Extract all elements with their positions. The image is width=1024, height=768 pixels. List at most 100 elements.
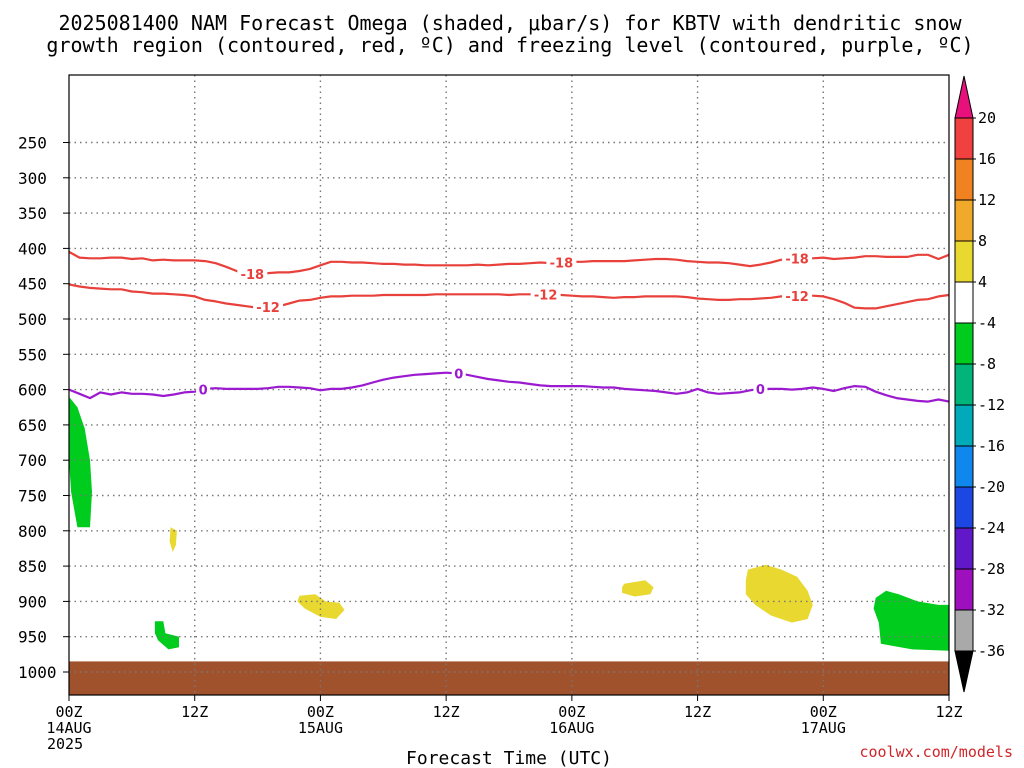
y-tick-label-750: 750 <box>18 487 47 506</box>
colorbar-box-3 <box>954 199 974 242</box>
y-tick-label-650: 650 <box>18 416 47 435</box>
contour-label-bg-7 <box>196 381 211 397</box>
x-tick-label-0-1: 00Z <box>55 703 82 721</box>
colorbar-label-6: -4 <box>978 314 996 332</box>
contour-label-4: -12 <box>256 301 280 316</box>
colorbar-label-1: 20 <box>978 109 996 127</box>
y-tick-label-550: 550 <box>18 345 47 364</box>
colorbar-label-13: -32 <box>978 601 1005 619</box>
contour-label-bg-6 <box>782 288 813 304</box>
colorbar-top-arrow <box>954 75 974 119</box>
y-tick-label-900: 900 <box>18 592 47 611</box>
x-tick-label-0-3: 2025 <box>47 735 83 753</box>
contour-label-bg-5 <box>530 286 561 302</box>
chart-title-line-1: 2025081400 NAM Forecast Omega (shaded, μ… <box>58 11 962 35</box>
contour-label-9: 0 <box>756 383 765 398</box>
x-tick-label-72-1: 00Z <box>810 703 837 721</box>
x-tick-label-84-1: 12Z <box>935 703 962 721</box>
colorbar-box-6 <box>954 322 974 365</box>
colorbar-box-8 <box>954 404 974 447</box>
contour-label-bg-3 <box>782 250 813 266</box>
chart-title-line-2: growth region (contoured, red, ºC) and f… <box>46 33 973 57</box>
contour-line-minus12 <box>68 283 950 310</box>
colorbar-box-7 <box>954 363 974 406</box>
contour-label-bg-8 <box>451 365 466 381</box>
y-tick-label-700: 700 <box>18 451 47 470</box>
omega-colorbar: 20 16 12 8 4 -4 -8 -12 -16 -20 -24 -28 -32 -36 <box>954 75 1005 693</box>
contour-label-bg-1 <box>237 266 268 282</box>
x-tick-label-24-2: 15AUG <box>298 719 343 737</box>
omega-region-3 <box>154 621 179 650</box>
contour-label-8: 0 <box>454 368 463 383</box>
plot-frame <box>68 74 950 696</box>
colorbar-label-7: -8 <box>978 355 996 373</box>
x-tick-label-72-2: 17AUG <box>801 719 846 737</box>
contour-label-6: -12 <box>785 290 809 305</box>
colorbar-box-2 <box>954 158 974 201</box>
y-tick-label-300: 300 <box>18 169 47 188</box>
contour-label-3: -18 <box>785 253 809 268</box>
contour-label-5: -12 <box>534 288 558 303</box>
x-tick-label-36-1: 12Z <box>433 703 460 721</box>
contour-label-2: -18 <box>550 257 574 272</box>
y-tick-label-250: 250 <box>18 134 47 153</box>
colorbar-label-8: -12 <box>978 396 1005 414</box>
contour-line-0 <box>68 371 950 403</box>
y-axis: 250 300 350 400 450 500 550 600 650 700 750 800 850 9… <box>18 134 69 682</box>
y-tick-label-500: 500 <box>18 310 47 329</box>
omega-shading-layer <box>69 396 949 695</box>
x-axis-title: Forecast Time (UTC) <box>406 748 612 768</box>
colorbar-box-13 <box>954 609 974 652</box>
x-tick-label-48-1: 00Z <box>558 703 585 721</box>
omega-region-5 <box>622 580 654 597</box>
colorbar-box-11 <box>954 527 974 570</box>
colorbar-label-3: 12 <box>978 191 996 209</box>
y-tick-label-850: 850 <box>18 557 47 576</box>
x-tick-label-12-1: 12Z <box>181 703 208 721</box>
contour-label-7: 0 <box>199 383 208 398</box>
colorbar-label-14: -36 <box>978 642 1005 660</box>
omega-region-2 <box>169 527 177 552</box>
y-tick-label-950: 950 <box>18 628 47 647</box>
credit-text: coolwx.com/models <box>859 743 1013 761</box>
y-tick-label-400: 400 <box>18 239 47 258</box>
colorbar-box-4 <box>954 240 974 283</box>
contour-label-bg-9 <box>753 380 768 396</box>
colorbar-label-12: -28 <box>978 560 1005 578</box>
colorbar-label-10: -20 <box>978 478 1005 496</box>
contour-label-layer: -18 -18 -18 -12 -12 -12 0 0 0 <box>196 250 813 398</box>
omega-region-6 <box>745 564 813 623</box>
colorbar-label-11: -24 <box>978 519 1005 537</box>
colorbar-label-5: 4 <box>978 273 987 291</box>
surface-shading <box>69 661 949 695</box>
y-tick-label-350: 350 <box>18 204 47 223</box>
x-tick-label-24-1: 00Z <box>307 703 334 721</box>
colorbar-box-12 <box>954 568 974 611</box>
colorbar-box-1 <box>954 117 974 160</box>
contour-layer <box>68 250 950 403</box>
omega-region-1 <box>69 396 92 528</box>
colorbar-label-2: 16 <box>978 150 996 168</box>
colorbar-box-5 <box>954 281 974 324</box>
colorbar-box-10 <box>954 486 974 529</box>
contour-label-1: -18 <box>241 268 265 283</box>
colorbar-label-9: -16 <box>978 437 1005 455</box>
contour-line-minus18 <box>68 250 950 276</box>
y-tick-label-600: 600 <box>18 381 47 400</box>
y-tick-label-450: 450 <box>18 275 47 294</box>
contour-label-bg-2 <box>546 254 577 270</box>
omega-region-4 <box>297 594 345 619</box>
contour-label-bg-4 <box>253 298 284 314</box>
x-tick-label-60-1: 12Z <box>684 703 711 721</box>
colorbar-label-4: 8 <box>978 232 987 250</box>
y-tick-label-800: 800 <box>18 522 47 541</box>
grid-layer <box>69 75 949 695</box>
x-tick-label-0-2: 14AUG <box>46 719 91 737</box>
y-tick-label-1000: 1000 <box>18 663 57 682</box>
x-tick-label-48-2: 16AUG <box>549 719 594 737</box>
omega-region-7 <box>873 590 949 651</box>
colorbar-box-9 <box>954 445 974 488</box>
colorbar-bottom-arrow <box>954 650 974 693</box>
